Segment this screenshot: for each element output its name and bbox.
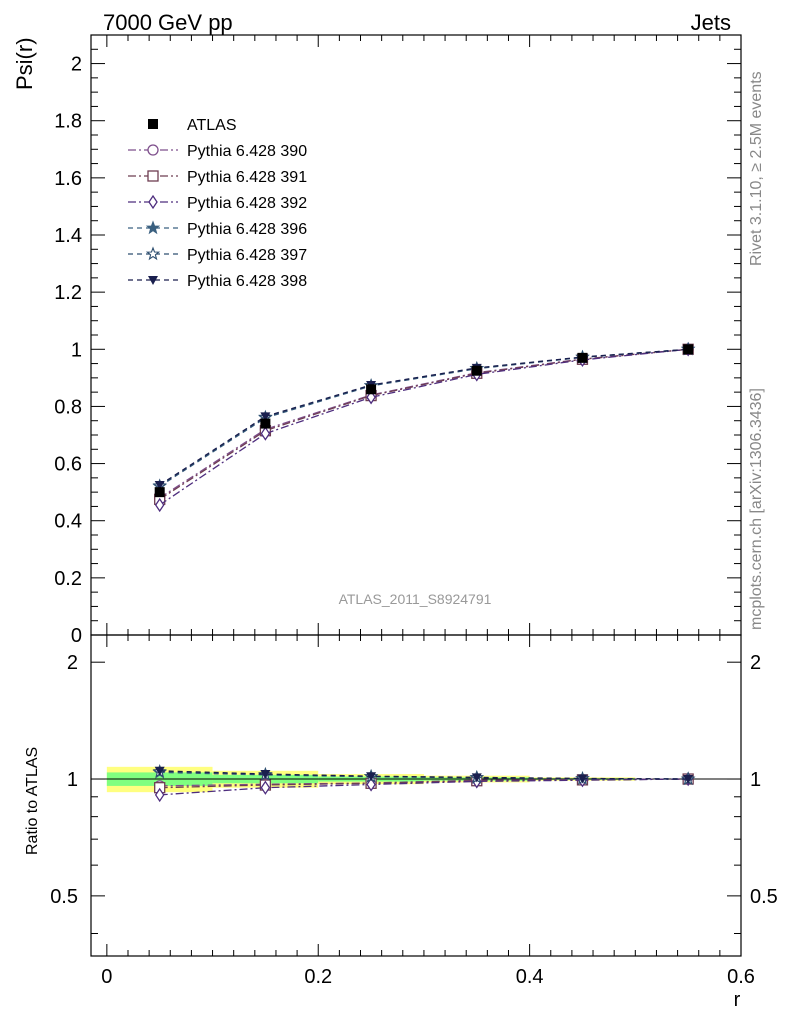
ratio-frame bbox=[90, 634, 742, 957]
x-tick-label: 0 bbox=[101, 966, 112, 988]
series-point-ratio bbox=[471, 773, 482, 783]
y-tick-label-ratio-right: 2 bbox=[750, 652, 761, 674]
y-tick-label-main: 0.6 bbox=[54, 454, 82, 476]
series-point-ratio bbox=[366, 772, 377, 782]
atlas-data-point bbox=[366, 384, 377, 395]
series-point-ratio bbox=[154, 787, 165, 803]
y-tick-label-main: 2 bbox=[71, 54, 82, 76]
y-tick-label-main: 0.4 bbox=[54, 511, 82, 533]
y-tick-label-main: 0 bbox=[71, 625, 82, 647]
legend-marker bbox=[148, 276, 158, 285]
series-line-main bbox=[159, 348, 689, 506]
rivet-label: Rivet 3.1.10, ≥ 2.5M events bbox=[748, 71, 765, 266]
atlas-data-point bbox=[577, 352, 588, 363]
y-tick-label-main: 1.2 bbox=[54, 282, 82, 304]
y-tick-label-main: 0.2 bbox=[54, 568, 82, 590]
atlas-data-point bbox=[154, 487, 165, 498]
legend-label: Pythia 6.428 392 bbox=[187, 195, 307, 212]
legend-marker bbox=[148, 194, 158, 210]
y-axis-title-main: Psi(r) bbox=[12, 37, 37, 90]
legend-label: Pythia 6.428 391 bbox=[187, 169, 307, 186]
y-tick-label-main: 0.8 bbox=[54, 396, 82, 418]
series-point-main bbox=[260, 426, 271, 441]
y-tick-label-ratio-right: 0.5 bbox=[750, 886, 778, 908]
atlas-data-point bbox=[471, 365, 482, 376]
y-tick-label-main: 1.6 bbox=[54, 168, 82, 190]
series-line-main bbox=[159, 348, 689, 500]
series-point-ratio bbox=[154, 766, 165, 776]
y-tick-label-ratio: 2 bbox=[67, 652, 78, 674]
mcplots-label: mcplots.cern.ch [arXiv:1306.3436] bbox=[748, 388, 765, 630]
series-point-ratio bbox=[260, 770, 271, 780]
series-line-main bbox=[159, 348, 689, 486]
x-axis-title: r bbox=[734, 989, 741, 1011]
atlas-data-point bbox=[260, 418, 271, 429]
legend-label-atlas: ATLAS bbox=[187, 117, 237, 134]
x-tick-label: 0.4 bbox=[516, 966, 544, 988]
y-tick-label-main: 1 bbox=[71, 339, 82, 361]
legend: ATLAS Pythia 6.428 390 Pythia 6.428 391 Pyt… bbox=[128, 117, 307, 290]
x-tick-label: 0.6 bbox=[727, 966, 755, 988]
series-line-main bbox=[159, 348, 689, 487]
y-tick-label-main: 1.8 bbox=[54, 111, 82, 133]
legend-marker-atlas bbox=[148, 119, 158, 129]
y-tick-label-ratio-right: 1 bbox=[750, 769, 761, 791]
atlas-data-point bbox=[683, 344, 694, 355]
x-tick-label: 0.2 bbox=[304, 966, 332, 988]
y-tick-label-ratio: 1 bbox=[67, 769, 78, 791]
series-point-ratio bbox=[683, 775, 694, 785]
series-point-main bbox=[154, 497, 165, 513]
series-line-main bbox=[159, 348, 689, 499]
legend-label: Pythia 6.428 397 bbox=[187, 247, 307, 264]
series-line-ratio bbox=[159, 770, 689, 780]
legend-label: Pythia 6.428 390 bbox=[187, 143, 307, 160]
series-point-main bbox=[154, 481, 165, 490]
main-panel: 0 0.2 0.4 0.6 0.8 1 1.2 1.4 1.6 1.8 2 bbox=[54, 34, 742, 647]
legend-marker bbox=[145, 220, 161, 235]
series-point-ratio bbox=[577, 774, 588, 784]
series-point-ratio bbox=[366, 777, 376, 792]
header-left: 7000 GeV pp bbox=[103, 10, 233, 35]
y-tick-label-main: 1.4 bbox=[54, 225, 82, 247]
analysis-watermark: ATLAS_2011_S8924791 bbox=[339, 591, 492, 607]
series-point-main bbox=[260, 412, 271, 422]
y-axis-title-ratio: Ratio to ATLAS bbox=[24, 747, 41, 855]
series-point-ratio bbox=[260, 780, 271, 795]
legend-marker bbox=[147, 170, 159, 182]
series-line-main bbox=[159, 348, 689, 487]
ratio-panel: 0 0.2 0.4 0.6 0.5 0.5 1 1 2 2 bbox=[50, 634, 778, 988]
legend-label: Pythia 6.428 398 bbox=[187, 273, 307, 290]
legend-label: Pythia 6.428 396 bbox=[187, 221, 307, 238]
legend-marker bbox=[145, 246, 161, 261]
header-right: Jets bbox=[691, 10, 731, 35]
y-tick-label-ratio: 0.5 bbox=[50, 886, 78, 908]
legend-marker bbox=[147, 144, 159, 156]
